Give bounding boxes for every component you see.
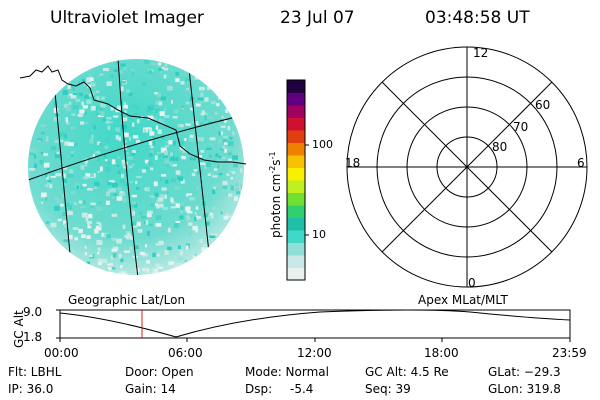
colorbar-segment [287, 242, 305, 256]
time-label: 03:48:58 UT [425, 8, 530, 28]
gain-info: Gain: 14 [125, 382, 176, 396]
time-tick-2359: 23:59 [552, 346, 587, 360]
gc-alt-info: GC Alt: 4.5 Re [365, 365, 449, 379]
mlt-label-6: 6 [577, 156, 585, 170]
colorbar [286, 79, 309, 281]
altitude-ytick-low: 1.8 [23, 330, 43, 344]
lat-label-60: 60 [535, 98, 551, 112]
altitude-curve [59, 309, 571, 338]
colorbar-segment [287, 142, 305, 156]
date-label: 23 Jul 07 [280, 8, 355, 28]
lat-label-80: 80 [492, 140, 508, 154]
time-tick-0600: 06:00 [168, 346, 203, 360]
geographic-disk [19, 59, 247, 275]
door-info: Door: Open [125, 365, 194, 379]
coastline [19, 65, 247, 165]
app-title: Ultraviolet Imager [50, 8, 204, 28]
colorbar-segment [287, 130, 305, 143]
lat-lon-grid [28, 59, 244, 275]
colorbar-segment [287, 230, 305, 243]
colorbar-segment [287, 205, 305, 218]
mlt-label-0: 0 [468, 276, 476, 290]
glon-info: GLon: 319.8 [488, 382, 561, 396]
ip-info: IP: 36.0 [8, 382, 54, 396]
colorbar-segment [287, 180, 305, 193]
altitude-ytick-high: 9.0 [23, 305, 43, 319]
mlt-label-18: 18 [345, 156, 361, 170]
colorbar-segment [287, 255, 305, 268]
colorbar-segment [287, 217, 305, 231]
colorbar-unit-text: photon cm [269, 173, 283, 238]
colorbar-unit-label: photon cm-2s-1 [268, 151, 283, 238]
dsp-info-value: -5.4 [290, 382, 314, 396]
colorbar-unit-exp2: -1 [268, 151, 277, 160]
altitude-plot [56, 309, 571, 342]
geographic-caption: Geographic Lat/Lon [68, 293, 186, 307]
colorbar-tick-100: 100 [312, 138, 333, 151]
colorbar-segment [287, 92, 305, 106]
colorbar-segment [287, 167, 305, 181]
glat-info: GLat: −29.3 [488, 365, 561, 379]
mlt-label-12: 12 [473, 46, 489, 60]
colorbar-unit-mid: s [269, 159, 283, 166]
polar-plot [346, 46, 588, 288]
colorbar-segment [287, 267, 305, 281]
colorbar-segment [287, 192, 305, 206]
apex-caption: Apex MLat/MLT [418, 293, 508, 307]
seq-info: Seq: 39 [365, 382, 411, 396]
filter-info: Flt: LBHL [8, 365, 62, 379]
colorbar-segment [287, 117, 305, 131]
colorbar-segment [287, 105, 305, 118]
colorbar-unit-exp1: -2 [268, 165, 277, 174]
lat-label-70: 70 [513, 120, 529, 134]
dsp-info-label: Dsp: [245, 382, 273, 396]
time-tick-0000: 00:00 [44, 346, 79, 360]
time-tick-1800: 18:00 [424, 346, 459, 360]
mode-info: Mode: Normal [245, 365, 329, 379]
colorbar-tick-10: 10 [312, 228, 326, 241]
time-tick-1200: 12:00 [297, 346, 332, 360]
colorbar-segment [287, 155, 305, 168]
colorbar-segment [287, 80, 305, 93]
